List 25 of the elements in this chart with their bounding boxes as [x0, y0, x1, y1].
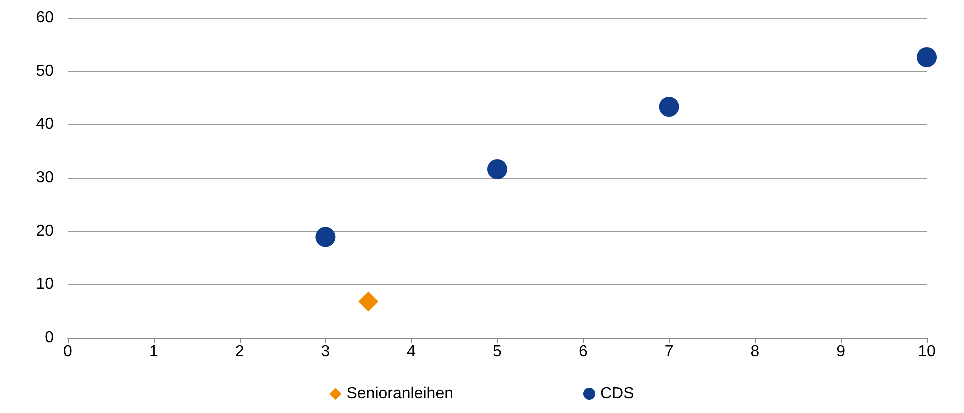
y-tick-label: 40	[36, 116, 54, 134]
y-tick-label: 20	[36, 222, 54, 240]
x-tick-label: 9	[836, 344, 846, 360]
x-tick-label: 1	[149, 344, 158, 360]
x-tick-label: 7	[664, 344, 674, 360]
legend-label: Senioranleihen	[346, 386, 454, 402]
legend-label: CDS	[600, 386, 634, 402]
x-tick-label: 10	[918, 344, 936, 360]
point	[659, 97, 680, 118]
y-tick-label: 50	[36, 62, 54, 80]
y-tick-label: 30	[36, 170, 54, 186]
x-tick-label: 5	[493, 344, 502, 360]
point	[917, 47, 937, 68]
x-tick-label: 6	[578, 344, 588, 360]
point	[488, 159, 508, 180]
x-tick-label: 3	[321, 344, 330, 360]
x-tick-label: 8	[750, 344, 760, 360]
y-tick-label: 60	[36, 10, 54, 26]
point	[358, 292, 379, 312]
y-tick-label: 10	[36, 276, 54, 294]
x-tick-label: 0	[64, 344, 73, 360]
x-tick-label: 4	[407, 344, 416, 360]
x-tick-label: 2	[235, 344, 244, 360]
point	[316, 227, 336, 248]
y-tick-label: 0	[45, 330, 54, 346]
